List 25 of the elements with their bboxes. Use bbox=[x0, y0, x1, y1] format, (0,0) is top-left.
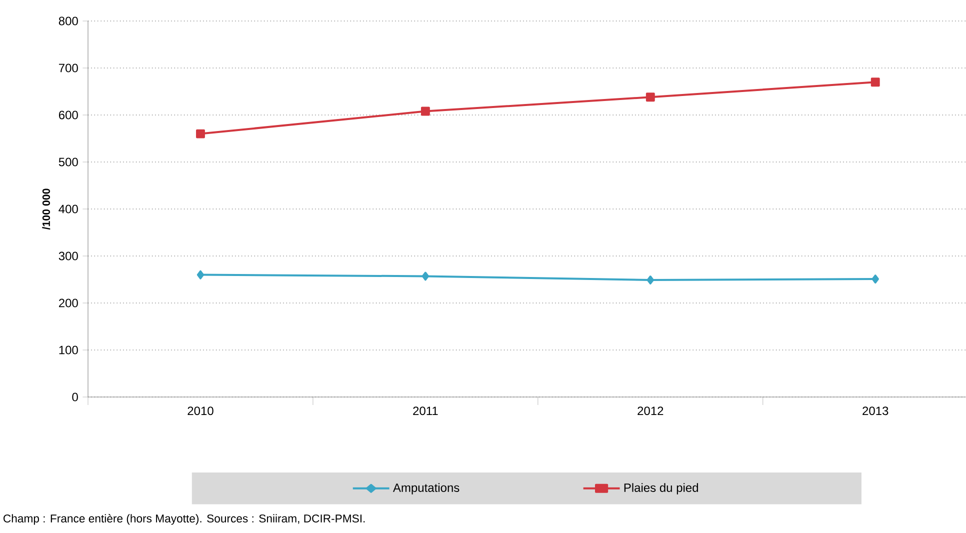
point bbox=[196, 129, 205, 138]
point bbox=[646, 92, 655, 102]
point bbox=[196, 270, 204, 280]
point bbox=[422, 272, 430, 281]
y-tick-label: 0 bbox=[72, 392, 78, 402]
y-tick-label: 700 bbox=[58, 64, 78, 72]
y-tick-label: 500 bbox=[58, 158, 78, 166]
x-tick-label: 2011 bbox=[413, 406, 438, 416]
point bbox=[420, 106, 430, 116]
y-tick-label: 100 bbox=[59, 346, 78, 354]
y-tick-label: 200 bbox=[58, 298, 78, 308]
text: Champ : France entière (hors Mayotte). Sources : Sniiram, DCIR-PMSI. bbox=[4, 514, 365, 525]
y-tick-label: 300 bbox=[58, 252, 78, 260]
point bbox=[646, 276, 654, 284]
point bbox=[870, 78, 880, 87]
legend-label: Plaies du pied bbox=[624, 483, 698, 494]
y-axis-title: /100 000 bbox=[42, 188, 50, 230]
y-tick-label: 400 bbox=[58, 204, 78, 214]
x-tick-label: 2013 bbox=[862, 406, 888, 416]
x-tick-label: 2012 bbox=[638, 406, 664, 416]
legend-label: Amputations bbox=[392, 483, 460, 494]
point bbox=[872, 274, 879, 284]
y-tick-label: 800 bbox=[58, 16, 78, 26]
x-tick-label: 2010 bbox=[188, 406, 214, 416]
y-tick-label: 600 bbox=[58, 110, 78, 120]
